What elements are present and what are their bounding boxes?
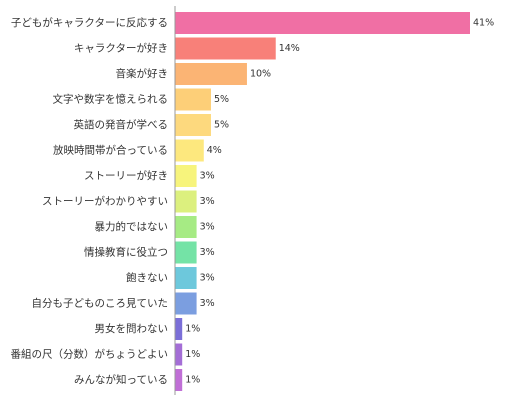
bar-12: [175, 318, 183, 340]
bar-9: [175, 241, 197, 264]
bar-11: [175, 292, 197, 315]
category-label-6: ストーリーが好き: [84, 169, 168, 182]
bar-4: [175, 114, 211, 136]
bars-group: 子どもがキャラクターに反応する 41% キャラクターが好き 14% 音楽が好き 10% 文字…: [11, 12, 494, 391]
bar-2: [175, 63, 247, 85]
bar-13: [175, 343, 183, 366]
value-label-5: 4%: [207, 145, 222, 156]
value-label-6: 3%: [200, 171, 215, 182]
value-label-1: 14%: [279, 43, 300, 54]
category-label-8: 暴力的ではない: [95, 220, 169, 233]
bar-5: [175, 139, 204, 162]
category-label-10: 飽きない: [126, 271, 168, 284]
category-label-14: みんなが知っている: [74, 373, 168, 386]
bar-8: [175, 216, 197, 238]
bar-14: [175, 369, 183, 391]
category-label-11: 自分も子どものころ見ていた: [32, 297, 169, 310]
category-label-4: 英語の発音が学べる: [74, 118, 169, 131]
category-label-12: 男女を問わない: [95, 322, 169, 335]
category-label-0: 子どもがキャラクターに反応する: [11, 16, 168, 29]
category-label-3: 文字や数字を憶えられる: [53, 93, 169, 106]
value-label-9: 3%: [200, 247, 215, 258]
value-label-14: 1%: [185, 375, 200, 386]
bar-3: [175, 88, 211, 111]
bar-6: [175, 165, 197, 187]
bar-1: [175, 37, 276, 60]
value-label-2: 10%: [250, 69, 271, 80]
bar-7: [175, 190, 197, 213]
value-label-12: 1%: [185, 324, 200, 335]
value-label-10: 3%: [200, 273, 215, 284]
value-label-0: 41%: [473, 18, 494, 29]
category-label-7: ストーリーがわかりやすい: [42, 195, 168, 208]
value-label-4: 5%: [214, 120, 229, 131]
bar-10: [175, 267, 197, 289]
value-label-3: 5%: [214, 94, 229, 105]
value-label-7: 3%: [200, 196, 215, 207]
value-label-8: 3%: [200, 222, 215, 233]
value-label-13: 1%: [185, 349, 200, 360]
category-label-1: キャラクターが好き: [74, 42, 168, 55]
value-label-11: 3%: [200, 298, 215, 309]
category-label-9: 情操教育に役立つ: [84, 246, 168, 259]
bar-0: [175, 12, 470, 34]
category-label-2: 音楽が好き: [116, 67, 169, 80]
category-label-5: 放映時間帯が合っている: [53, 144, 168, 157]
category-label-13: 番組の尺（分数）がちょうどよい: [11, 348, 169, 361]
